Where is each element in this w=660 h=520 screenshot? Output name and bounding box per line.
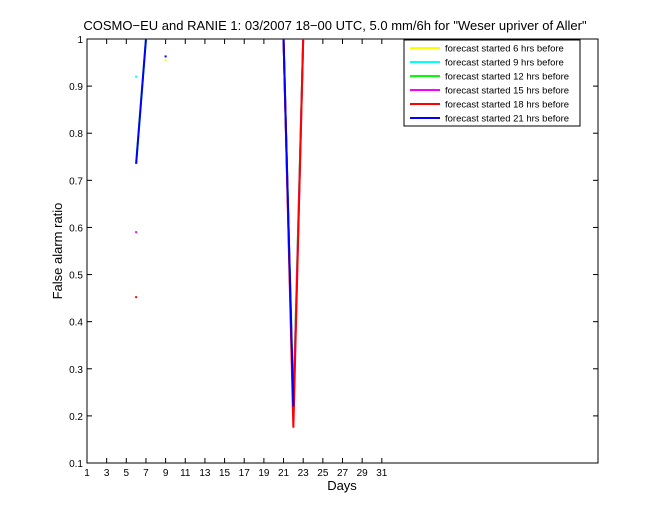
y-tick-label: 0.3 — [69, 365, 83, 376]
y-tick-label: 0.7 — [69, 176, 83, 187]
y-tick-label: 0.6 — [69, 223, 83, 234]
y-axis: 0.1 0.2 0.3 0.4 0.5 0.6 0.7 0.8 0.9 1 — [69, 35, 598, 470]
x-tick-label: 7 — [143, 468, 149, 479]
x-tick-label: 19 — [258, 468, 270, 479]
x-axis-label: Days — [327, 478, 357, 493]
y-tick-label: 0.2 — [69, 412, 83, 423]
y-tick-label: 0.4 — [69, 318, 83, 329]
x-tick-label: 15 — [219, 468, 231, 479]
x-tick-label: 1 — [84, 468, 90, 479]
x-tick-label: 23 — [298, 468, 310, 479]
x-tick-label: 5 — [124, 468, 130, 479]
legend-label: forecast started 9 hrs before — [445, 58, 564, 69]
x-tick-label: 31 — [376, 468, 388, 479]
legend-label: forecast started 6 hrs before — [445, 44, 564, 55]
y-tick-label: 1 — [77, 35, 83, 46]
x-tick-label: 3 — [104, 468, 110, 479]
chart-title: COSMO−EU and RANIE 1: 03/2007 18−00 UTC,… — [83, 18, 587, 33]
legend-label: forecast started 18 hrs before — [445, 100, 569, 111]
x-tick-label: 21 — [278, 468, 290, 479]
x-axis: 1 3 5 7 9 11 13 15 17 19 21 23 25 27 29 31 — [84, 39, 388, 479]
x-tick-label: 25 — [317, 468, 329, 479]
legend-label: forecast started 15 hrs before — [445, 86, 569, 97]
legend-box — [403, 39, 581, 127]
x-tick-label: 13 — [199, 468, 211, 479]
x-tick-label: 17 — [239, 468, 251, 479]
y-tick-label: 0.9 — [69, 82, 83, 93]
y-axis-label: False alarm ratio — [50, 203, 65, 300]
y-tick-label: 0.5 — [69, 271, 83, 282]
series-layer — [135, 39, 305, 428]
series-line-5 — [282, 39, 295, 407]
series-line-5 — [135, 39, 147, 164]
legend-label: forecast started 21 hrs before — [445, 114, 569, 125]
x-tick-label: 11 — [180, 468, 191, 479]
y-tick-label: 0.8 — [69, 129, 83, 140]
x-tick-label: 9 — [163, 468, 169, 479]
x-tick-label: 29 — [357, 468, 369, 479]
legend-label: forecast started 12 hrs before — [445, 72, 569, 83]
y-tick-label: 0.1 — [69, 459, 83, 470]
series-group — [135, 39, 305, 428]
x-tick-label: 27 — [337, 468, 349, 479]
legend: forecast started 6 hrs before forecast st… — [403, 39, 581, 127]
